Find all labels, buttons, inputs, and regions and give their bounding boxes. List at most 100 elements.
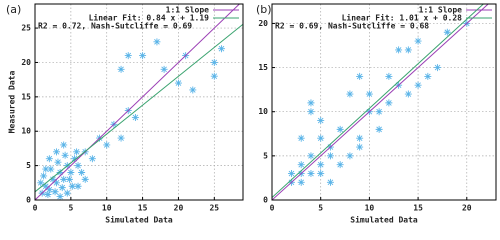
- point: [434, 64, 442, 72]
- fit-line: [272, 4, 489, 200]
- point: [70, 155, 78, 163]
- y-tick-label: 15: [21, 92, 31, 101]
- point: [317, 170, 325, 178]
- point: [385, 72, 393, 80]
- point: [74, 162, 82, 170]
- y-tick-label: 20: [21, 58, 31, 67]
- point: [61, 151, 69, 159]
- point: [117, 65, 125, 73]
- point: [53, 148, 61, 156]
- point: [424, 72, 432, 80]
- x-tick-label: 20: [462, 204, 472, 213]
- point: [153, 38, 161, 46]
- legend-label: 1:1 Slope: [419, 6, 463, 15]
- point: [287, 170, 295, 178]
- x-axis-label: Simulated Data: [105, 215, 173, 225]
- point: [210, 72, 218, 80]
- point: [44, 190, 52, 198]
- point: [88, 155, 96, 163]
- point: [37, 179, 45, 187]
- x-tick-label: 0: [270, 204, 275, 213]
- y-tick-label: 0: [263, 196, 268, 205]
- point: [42, 182, 50, 190]
- plot-frame: [271, 3, 497, 201]
- point: [326, 152, 334, 160]
- point: [307, 99, 315, 107]
- panel-label: (a): [6, 3, 21, 16]
- point: [73, 148, 81, 156]
- point: [174, 79, 182, 87]
- fit-line: [35, 23, 243, 193]
- annotation: R2 = 0.69, Nash-Sutcliffe = 0.68: [275, 21, 429, 31]
- y-tick-label: 20: [258, 19, 268, 28]
- point: [317, 134, 325, 142]
- point: [317, 161, 325, 169]
- fit-line: [35, 4, 241, 200]
- point: [42, 165, 50, 173]
- point: [385, 99, 393, 107]
- point: [56, 168, 64, 176]
- point: [58, 184, 66, 192]
- point: [443, 28, 451, 36]
- point: [346, 90, 354, 98]
- plot-frame: [34, 3, 244, 201]
- point: [56, 193, 64, 200]
- point: [60, 175, 68, 183]
- fit-line: [272, 4, 485, 198]
- point: [103, 141, 111, 149]
- point: [346, 152, 354, 160]
- point: [297, 161, 305, 169]
- point: [139, 52, 147, 60]
- point: [54, 158, 62, 166]
- y-tick-label: 5: [26, 161, 31, 170]
- y-tick-label: 25: [21, 24, 31, 33]
- point: [45, 186, 53, 194]
- point: [81, 175, 89, 183]
- point: [404, 46, 412, 54]
- x-axis-label: Simulated Data: [350, 215, 418, 225]
- x-tick-label: 5: [68, 204, 73, 213]
- legend-label: 1:1 Slope: [166, 6, 210, 15]
- point: [210, 58, 218, 66]
- point: [336, 161, 344, 169]
- point: [189, 86, 197, 94]
- x-tick-label: 25: [209, 204, 219, 213]
- point: [365, 90, 373, 98]
- y-axis-label: Measured Data: [8, 71, 17, 134]
- point: [395, 46, 403, 54]
- point: [297, 134, 305, 142]
- legend-label: Linear Fit: 1.01 x + 0.28: [342, 13, 463, 23]
- y-tick-label: 10: [21, 127, 31, 136]
- point: [307, 170, 315, 178]
- point: [404, 90, 412, 98]
- point: [78, 168, 86, 176]
- x-tick-label: 20: [174, 204, 184, 213]
- point: [297, 178, 305, 186]
- point: [124, 52, 132, 60]
- point: [307, 108, 315, 116]
- y-tick-label: 0: [26, 196, 31, 205]
- annotation: R2 = 0.72, Nash-Sutcliffe = 0.69: [38, 21, 192, 31]
- point: [65, 175, 73, 183]
- point: [74, 182, 82, 190]
- point: [68, 182, 76, 190]
- point: [45, 155, 53, 163]
- x-tick-label: 15: [138, 204, 148, 213]
- point: [53, 179, 61, 187]
- point: [49, 175, 57, 183]
- point: [375, 125, 383, 133]
- point: [356, 143, 364, 151]
- point: [326, 178, 334, 186]
- point: [160, 65, 168, 73]
- y-tick-label: 15: [258, 63, 268, 72]
- y-tick-label: 5: [263, 151, 268, 160]
- point: [63, 189, 71, 197]
- point: [40, 172, 48, 180]
- point: [375, 108, 383, 116]
- point: [356, 134, 364, 142]
- point: [336, 125, 344, 133]
- point: [51, 188, 59, 196]
- point: [307, 152, 315, 160]
- point: [414, 81, 422, 89]
